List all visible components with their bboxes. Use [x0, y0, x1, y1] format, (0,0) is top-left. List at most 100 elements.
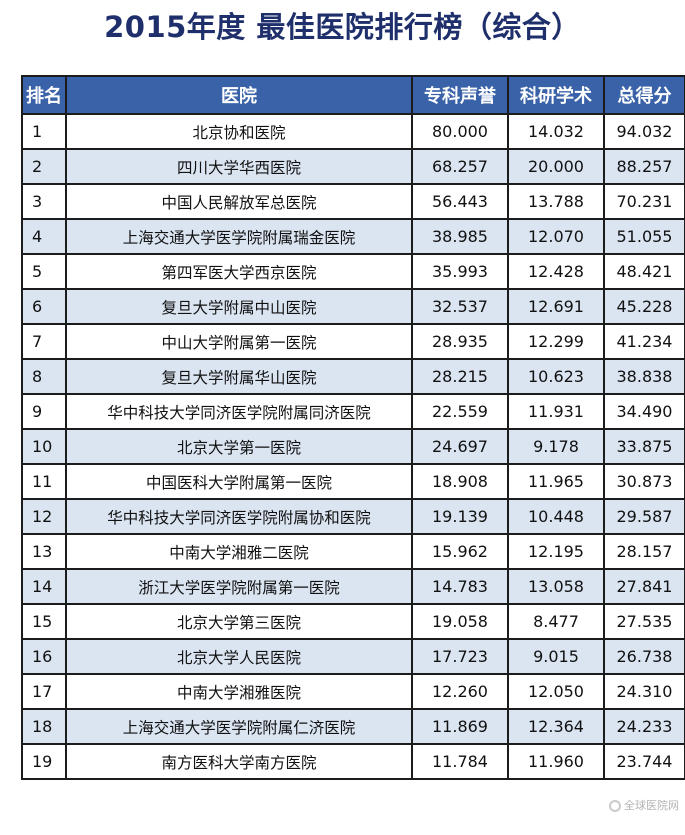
total-score-cell: 23.744	[603, 743, 685, 780]
total-score-cell: 94.032	[603, 113, 685, 150]
rank-cell: 4	[21, 218, 67, 255]
specialty-reputation-cell: 18.908	[411, 463, 509, 500]
research-score-cell: 12.195	[507, 533, 605, 570]
watermark-logo-icon	[609, 800, 621, 812]
column-header-rank: 排名	[21, 75, 67, 115]
rank-cell: 10	[21, 428, 67, 465]
watermark: 全球医院网	[609, 797, 679, 813]
hospital-name-cell: 北京协和医院	[65, 113, 413, 150]
table-row: 2 四川大学华西医院 68.257 20.000 88.257	[21, 148, 685, 185]
hospital-name-cell: 南方医科大学南方医院	[65, 743, 413, 780]
total-score-cell: 51.055	[603, 218, 685, 255]
total-score-cell: 34.490	[603, 393, 685, 430]
research-score-cell: 12.299	[507, 323, 605, 360]
table-row: 19 南方医科大学南方医院 11.784 11.960 23.744	[21, 743, 685, 780]
column-header-hospital: 医院	[65, 75, 413, 115]
rank-cell: 12	[21, 498, 67, 535]
hospital-name-cell: 中南大学湘雅二医院	[65, 533, 413, 570]
total-score-cell: 27.841	[603, 568, 685, 605]
specialty-reputation-cell: 35.993	[411, 253, 509, 290]
specialty-reputation-cell: 28.215	[411, 358, 509, 395]
hospital-name-cell: 浙江大学医学院附属第一医院	[65, 568, 413, 605]
hospital-name-cell: 复旦大学附属中山医院	[65, 288, 413, 325]
total-score-cell: 45.228	[603, 288, 685, 325]
research-score-cell: 12.428	[507, 253, 605, 290]
table-row: 8 复旦大学附属华山医院 28.215 10.623 38.838	[21, 358, 685, 395]
rank-cell: 19	[21, 743, 67, 780]
hospital-name-cell: 北京大学第一医院	[65, 428, 413, 465]
table-row: 10 北京大学第一医院 24.697 9.178 33.875	[21, 428, 685, 465]
rank-cell: 6	[21, 288, 67, 325]
table-row: 3 中国人民解放军总医院 56.443 13.788 70.231	[21, 183, 685, 220]
total-score-cell: 24.233	[603, 708, 685, 745]
rank-cell: 11	[21, 463, 67, 500]
specialty-reputation-cell: 15.962	[411, 533, 509, 570]
hospital-name-cell: 复旦大学附属华山医院	[65, 358, 413, 395]
total-score-cell: 30.873	[603, 463, 685, 500]
rank-cell: 14	[21, 568, 67, 605]
research-score-cell: 12.050	[507, 673, 605, 710]
specialty-reputation-cell: 19.139	[411, 498, 509, 535]
specialty-reputation-cell: 68.257	[411, 148, 509, 185]
research-score-cell: 13.058	[507, 568, 605, 605]
table-row: 14 浙江大学医学院附属第一医院 14.783 13.058 27.841	[21, 568, 685, 605]
column-header-specialty-reputation: 专科声誉	[411, 75, 509, 115]
ranking-table: 排名 医院 专科声誉 科研学术 总得分 1 北京协和医院 80.000 14.032 9…	[21, 75, 685, 780]
table-row: 1 北京协和医院 80.000 14.032 94.032	[21, 113, 685, 150]
rank-cell: 9	[21, 393, 67, 430]
rank-cell: 3	[21, 183, 67, 220]
research-score-cell: 9.015	[507, 638, 605, 675]
page-title: 2015年度 最佳医院排行榜（综合）	[104, 10, 581, 44]
research-score-cell: 11.965	[507, 463, 605, 500]
specialty-reputation-cell: 11.869	[411, 708, 509, 745]
research-score-cell: 8.477	[507, 603, 605, 640]
hospital-name-cell: 四川大学华西医院	[65, 148, 413, 185]
specialty-reputation-cell: 38.985	[411, 218, 509, 255]
research-score-cell: 10.448	[507, 498, 605, 535]
total-score-cell: 29.587	[603, 498, 685, 535]
rank-cell: 15	[21, 603, 67, 640]
table-row: 6 复旦大学附属中山医院 32.537 12.691 45.228	[21, 288, 685, 325]
column-header-research: 科研学术	[507, 75, 605, 115]
rank-cell: 8	[21, 358, 67, 395]
rank-cell: 5	[21, 253, 67, 290]
hospital-name-cell: 华中科技大学同济医学院附属同济医院	[65, 393, 413, 430]
table-row: 4 上海交通大学医学院附属瑞金医院 38.985 12.070 51.055	[21, 218, 685, 255]
hospital-name-cell: 中山大学附属第一医院	[65, 323, 413, 360]
rank-cell: 17	[21, 673, 67, 710]
hospital-name-cell: 北京大学人民医院	[65, 638, 413, 675]
rank-cell: 2	[21, 148, 67, 185]
table-header: 排名 医院 专科声誉 科研学术 总得分	[21, 75, 685, 115]
table-row: 13 中南大学湘雅二医院 15.962 12.195 28.157	[21, 533, 685, 570]
total-score-cell: 28.157	[603, 533, 685, 570]
specialty-reputation-cell: 17.723	[411, 638, 509, 675]
research-score-cell: 12.364	[507, 708, 605, 745]
research-score-cell: 13.788	[507, 183, 605, 220]
specialty-reputation-cell: 11.784	[411, 743, 509, 780]
total-score-cell: 70.231	[603, 183, 685, 220]
table-row: 12 华中科技大学同济医学院附属协和医院 19.139 10.448 29.587	[21, 498, 685, 535]
total-score-cell: 33.875	[603, 428, 685, 465]
research-score-cell: 12.691	[507, 288, 605, 325]
hospital-name-cell: 中国人民解放军总医院	[65, 183, 413, 220]
specialty-reputation-cell: 12.260	[411, 673, 509, 710]
table-row: 18 上海交通大学医学院附属仁济医院 11.869 12.364 24.233	[21, 708, 685, 745]
hospital-name-cell: 中南大学湘雅医院	[65, 673, 413, 710]
table-row: 9 华中科技大学同济医学院附属同济医院 22.559 11.931 34.490	[21, 393, 685, 430]
total-score-cell: 27.535	[603, 603, 685, 640]
table-row: 5 第四军医大学西京医院 35.993 12.428 48.421	[21, 253, 685, 290]
specialty-reputation-cell: 56.443	[411, 183, 509, 220]
hospital-name-cell: 第四军医大学西京医院	[65, 253, 413, 290]
research-score-cell: 11.931	[507, 393, 605, 430]
research-score-cell: 9.178	[507, 428, 605, 465]
rank-cell: 1	[21, 113, 67, 150]
rank-cell: 13	[21, 533, 67, 570]
research-score-cell: 12.070	[507, 218, 605, 255]
table-row: 15 北京大学第三医院 19.058 8.477 27.535	[21, 603, 685, 640]
hospital-name-cell: 中国医科大学附属第一医院	[65, 463, 413, 500]
table-row: 16 北京大学人民医院 17.723 9.015 26.738	[21, 638, 685, 675]
hospital-name-cell: 上海交通大学医学院附属仁济医院	[65, 708, 413, 745]
total-score-cell: 48.421	[603, 253, 685, 290]
specialty-reputation-cell: 32.537	[411, 288, 509, 325]
specialty-reputation-cell: 80.000	[411, 113, 509, 150]
